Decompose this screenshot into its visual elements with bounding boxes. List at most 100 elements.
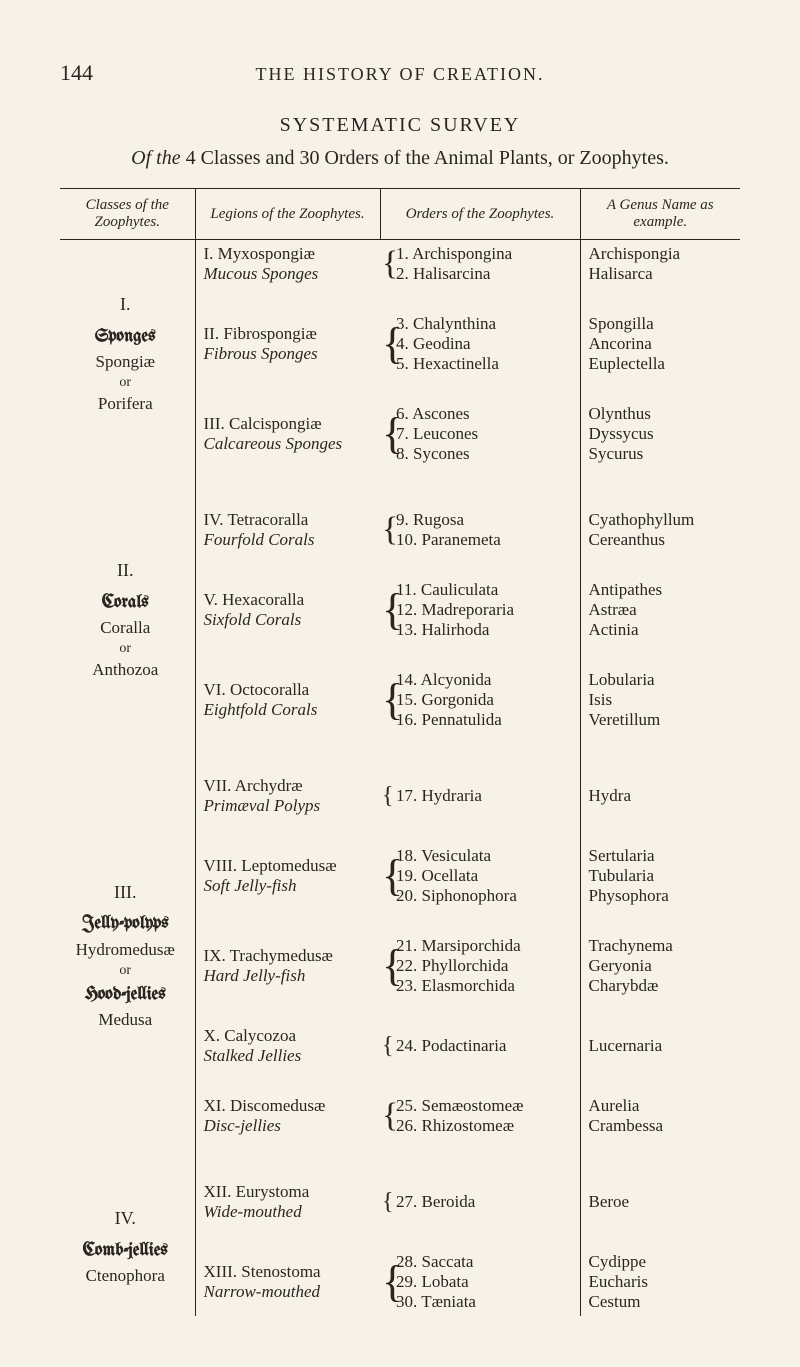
brace-icon: {: [382, 1195, 394, 1209]
table-header-row: Classes of the Zoophytes. Legions of the…: [60, 189, 740, 240]
genus-name: Crambessa: [589, 1116, 737, 1136]
orders-cell: {28. Saccata29. Lobata30. Tæniata: [380, 1248, 580, 1316]
genus-name: Ancorina: [589, 334, 737, 354]
order-name: Siphonophora: [422, 886, 517, 905]
order-line: 21. Marsiporchida: [396, 936, 576, 956]
order-name: Lobata: [422, 1272, 469, 1291]
legion-english: Fibrous Sponges: [204, 344, 377, 364]
class-eng: Anthozoa: [60, 659, 191, 682]
genus-name: Astræa: [589, 600, 737, 620]
genus-name: Beroe: [589, 1192, 737, 1212]
class-eng: Porifera: [60, 393, 191, 416]
genus-cell: Hydra: [580, 772, 740, 820]
genus-name: Antipathes: [589, 580, 737, 600]
order-name: Elasmorchida: [422, 976, 515, 995]
col-legions: Legions of the Zoophytes.: [195, 189, 380, 240]
order-name: Pennatulida: [422, 710, 502, 729]
orders-cell: {17. Hydraria: [380, 772, 580, 820]
order-line: 20. Siphonophora: [396, 886, 576, 906]
class-latin: Coralla: [60, 617, 191, 640]
brace-icon: {: [382, 1106, 398, 1126]
class-gothic2: Hood-jellies: [60, 983, 191, 1007]
group-separator: [60, 734, 740, 772]
legion-english: Hard Jelly-fish: [204, 966, 377, 986]
genus-name: Aurelia: [589, 1096, 737, 1116]
survey-title: SYSTEMATIC SURVEY: [60, 114, 740, 137]
legion-cell: I. MyxospongiæMucous Sponges: [195, 240, 380, 289]
order-name: Madreporaria: [422, 600, 515, 619]
orders-cell: {11. Cauliculata12. Madreporaria13. Hali…: [380, 576, 580, 644]
header: 144 THE HISTORY OF CREATION.: [60, 60, 740, 86]
genus-name: Archispongia: [589, 244, 737, 264]
order-line: 23. Elasmorchida: [396, 976, 576, 996]
order-num: 10.: [396, 530, 417, 549]
order-num: 27.: [396, 1192, 417, 1211]
genus-name: Actinia: [589, 620, 737, 640]
orders-cell: {27. Beroida: [380, 1178, 580, 1226]
genus-cell: AntipathesAstræaActinia: [580, 576, 740, 644]
legion-english: Disc-jellies: [204, 1116, 377, 1136]
genus-name: Eucharis: [589, 1272, 737, 1292]
legion-label: IV. Tetracoralla: [204, 510, 377, 530]
order-name: Rhizostomeæ: [422, 1116, 515, 1135]
order-name: Semæostomeæ: [422, 1096, 524, 1115]
page: 144 THE HISTORY OF CREATION. SYSTEMATIC …: [0, 0, 800, 1367]
brace-icon: {: [382, 597, 403, 623]
order-line: 8. Sycones: [396, 444, 576, 464]
class-cell: III.Jelly-polypsHydromedusæorHood-jellie…: [60, 772, 195, 1140]
orders-cell: {9. Rugosa10. Paranemeta: [380, 506, 580, 554]
genus-name: Veretillum: [589, 710, 737, 730]
legion-label: IX. Trachymedusæ: [204, 946, 377, 966]
order-line: 13. Halirhoda: [396, 620, 576, 640]
order-line: 15. Gorgonida: [396, 690, 576, 710]
genus-name: Sertularia: [589, 846, 737, 866]
order-name: Vesiculata: [421, 846, 491, 865]
legion-row: III.Jelly-polypsHydromedusæorHood-jellie…: [60, 772, 740, 820]
genus-name: Sycurus: [589, 444, 737, 464]
genus-cell: SertulariaTubulariaPhysophora: [580, 842, 740, 910]
genus-name: Halisarca: [589, 264, 737, 284]
legion-label: XII. Eurystoma: [204, 1182, 377, 1202]
legion-english: Eightfold Corals: [204, 700, 377, 720]
legion-cell: V. HexacorallaSixfold Corals: [195, 576, 380, 644]
legion-cell: III. CalcispongiæCalcareous Sponges: [195, 400, 380, 468]
order-name: Leucones: [413, 424, 478, 443]
legion-english: Primæval Polyps: [204, 796, 377, 816]
brace-icon: {: [382, 953, 403, 979]
class-gothic: Comb-jellies: [60, 1239, 191, 1263]
order-num: 25.: [396, 1096, 417, 1115]
survey-subtitle: Of the 4 Classes and 30 Orders of the An…: [60, 147, 740, 170]
genus-name: Cydippe: [589, 1252, 737, 1272]
brace-icon: {: [382, 331, 403, 357]
legion-row: I.SpongesSpongiæorPoriferaI. Myxospongiæ…: [60, 240, 740, 289]
legion-cell: IX. TrachymedusæHard Jelly-fish: [195, 932, 380, 1000]
order-line: 4. Geodina: [396, 334, 576, 354]
orders-cell: {18. Vesiculata19. Ocellata20. Siphonoph…: [380, 842, 580, 910]
class-roman: II.: [60, 558, 191, 582]
legion-english: Soft Jelly-fish: [204, 876, 377, 896]
genus-cell: ArchispongiaHalisarca: [580, 240, 740, 289]
group-separator: [60, 468, 740, 506]
order-line: 7. Leucones: [396, 424, 576, 444]
legion-english: Narrow-mouthed: [204, 1282, 377, 1302]
brace-icon: {: [382, 863, 403, 889]
order-name: Alcyonida: [421, 670, 492, 689]
order-name: Rugosa: [413, 510, 464, 529]
order-line: 12. Madreporaria: [396, 600, 576, 620]
class-or: or: [60, 640, 191, 659]
order-line: 29. Lobata: [396, 1272, 576, 1292]
col-genus: A Genus Name as example.: [580, 189, 740, 240]
genus-name: Charybdæ: [589, 976, 737, 996]
orders-cell: {1. Archispongina2. Halisarcina: [380, 240, 580, 289]
legion-label: VI. Octocoralla: [204, 680, 377, 700]
order-num: 17.: [396, 786, 417, 805]
class-cell: IV.Comb-jelliesCtenophora: [60, 1178, 195, 1316]
class-cell: I.SpongesSpongiæorPorifera: [60, 240, 195, 469]
orders-cell: {25. Semæostomeæ26. Rhizostomeæ: [380, 1092, 580, 1140]
brace-icon: {: [382, 687, 403, 713]
order-line: 28. Saccata: [396, 1252, 576, 1272]
survey-sub-prefix: Of the: [131, 147, 185, 169]
order-line: 11. Cauliculata: [396, 580, 576, 600]
legion-english: Fourfold Corals: [204, 530, 377, 550]
order-line: 1. Archispongina: [396, 244, 576, 264]
